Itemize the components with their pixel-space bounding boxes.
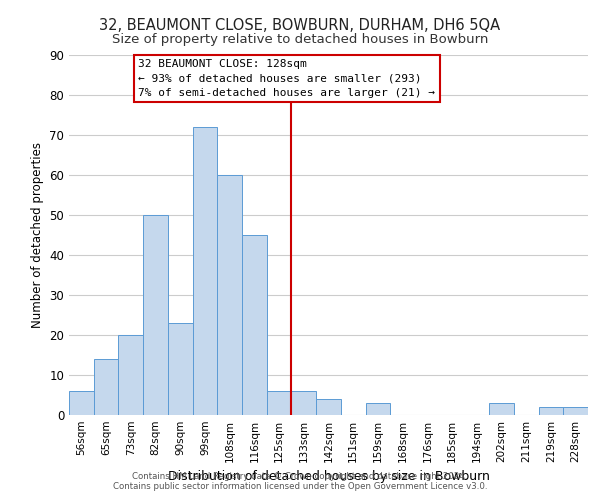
Bar bbox=[539, 407, 563, 415]
X-axis label: Distribution of detached houses by size in Bowburn: Distribution of detached houses by size … bbox=[167, 470, 490, 484]
Bar bbox=[143, 215, 168, 415]
Bar bbox=[365, 403, 390, 415]
Bar bbox=[217, 175, 242, 415]
Bar bbox=[69, 391, 94, 415]
Bar bbox=[563, 407, 588, 415]
Bar bbox=[267, 391, 292, 415]
Bar bbox=[489, 403, 514, 415]
Text: Contains HM Land Registry data © Crown copyright and database right 2024.: Contains HM Land Registry data © Crown c… bbox=[132, 472, 468, 481]
Y-axis label: Number of detached properties: Number of detached properties bbox=[31, 142, 44, 328]
Text: Contains public sector information licensed under the Open Government Licence v3: Contains public sector information licen… bbox=[113, 482, 487, 491]
Bar bbox=[118, 335, 143, 415]
Bar bbox=[94, 359, 118, 415]
Text: 32 BEAUMONT CLOSE: 128sqm
← 93% of detached houses are smaller (293)
7% of semi-: 32 BEAUMONT CLOSE: 128sqm ← 93% of detac… bbox=[138, 59, 435, 98]
Bar bbox=[316, 399, 341, 415]
Bar bbox=[168, 323, 193, 415]
Text: 32, BEAUMONT CLOSE, BOWBURN, DURHAM, DH6 5QA: 32, BEAUMONT CLOSE, BOWBURN, DURHAM, DH6… bbox=[100, 18, 500, 32]
Text: Size of property relative to detached houses in Bowburn: Size of property relative to detached ho… bbox=[112, 32, 488, 46]
Bar bbox=[242, 235, 267, 415]
Bar bbox=[193, 127, 217, 415]
Bar bbox=[292, 391, 316, 415]
